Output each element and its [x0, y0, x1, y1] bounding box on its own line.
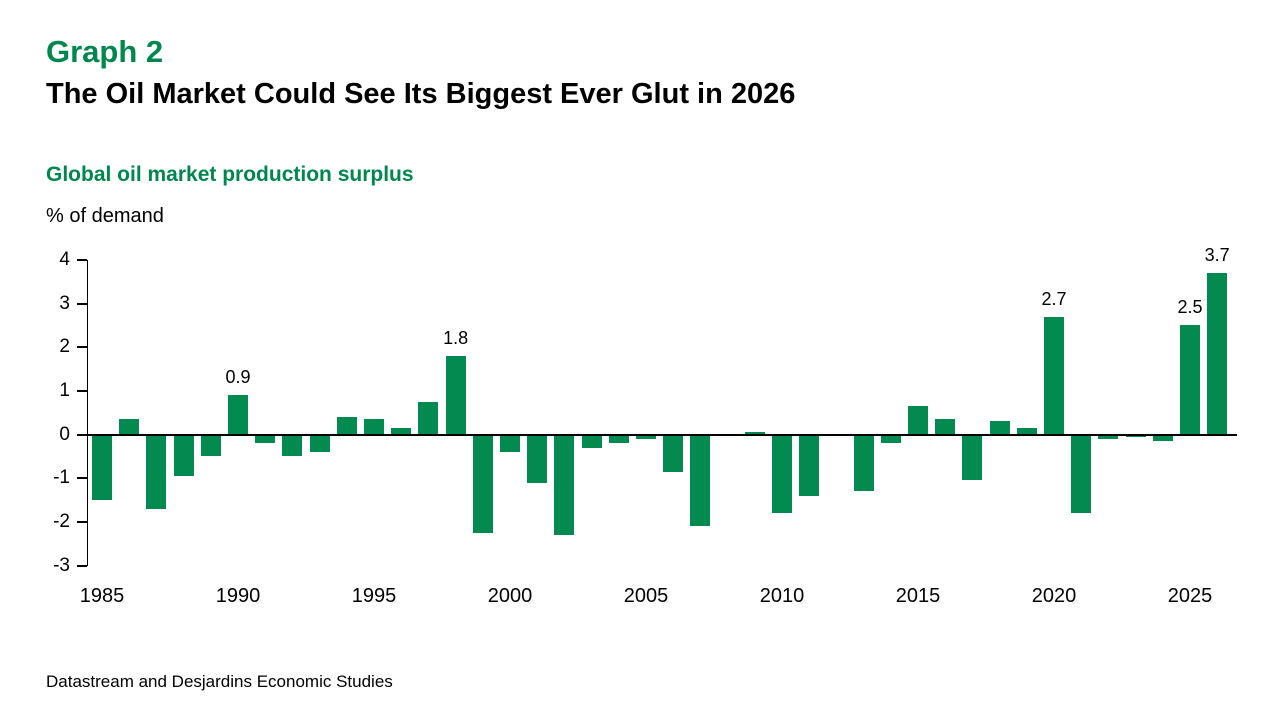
x-tick-label-2025: 2025 — [1167, 584, 1213, 607]
graph-number-label: Graph 2 — [46, 34, 164, 69]
bar-2015 — [908, 406, 928, 435]
y-tick-mark — [76, 520, 87, 523]
y-tick-label: -1 — [53, 467, 70, 489]
bar-1990 — [228, 395, 248, 435]
bar-2016 — [935, 419, 956, 435]
bar-1999 — [472, 434, 493, 533]
y-axis-unit-label: % of demand — [46, 205, 164, 227]
bar-2000 — [500, 434, 520, 453]
bar-2007 — [690, 434, 711, 527]
y-tick-mark — [76, 477, 87, 480]
bar-2021 — [1071, 434, 1092, 514]
y-tick-mark — [76, 389, 87, 392]
data-label-2025: 2.5 — [1177, 297, 1203, 318]
y-tick-mark — [76, 302, 87, 305]
data-label-2026: 3.7 — [1204, 245, 1230, 266]
y-tick-label: 4 — [59, 249, 70, 270]
bar-2013 — [853, 434, 874, 492]
bar-1987 — [146, 434, 167, 509]
x-tick-label-2020: 2020 — [1031, 584, 1077, 607]
bar-1988 — [173, 434, 194, 477]
data-label-2020: 2.7 — [1041, 288, 1067, 309]
x-tick-label-1995: 1995 — [351, 584, 397, 607]
bar-1998 — [445, 356, 466, 435]
bar-2024 — [1152, 434, 1173, 442]
bar-2025 — [1180, 325, 1200, 435]
bar-1985 — [92, 434, 112, 501]
bar-2009 — [744, 432, 765, 435]
bar-2017 — [962, 434, 983, 481]
bar-2010 — [772, 434, 792, 514]
y-tick-mark — [76, 259, 87, 261]
y-tick-label: 0 — [59, 423, 70, 445]
bar-2001 — [527, 434, 548, 483]
source-note: Datastream and Desjardins Economic Studi… — [46, 672, 393, 691]
bar-2006 — [663, 434, 684, 472]
x-tick-label-2000: 2000 — [487, 584, 533, 607]
bar-2003 — [581, 434, 602, 448]
bar-1995 — [364, 419, 384, 435]
bar-2018 — [989, 421, 1010, 435]
bar-1993 — [309, 434, 330, 453]
bar-2011 — [799, 434, 820, 496]
y-tick-mark — [76, 564, 87, 567]
y-tick-label: 2 — [59, 336, 70, 358]
bar-2005 — [636, 434, 656, 439]
data-label-1990: 0.9 — [225, 367, 251, 388]
bar-2020 — [1044, 316, 1064, 435]
y-tick-label: -2 — [53, 510, 70, 532]
chart-heading: Global oil market production surplus — [46, 163, 414, 186]
data-label-1998: 1.8 — [443, 328, 469, 348]
bar-2019 — [1016, 428, 1037, 435]
bar-1992 — [282, 434, 303, 457]
bar-2014 — [880, 434, 901, 444]
page-title: The Oil Market Could See Its Biggest Eve… — [46, 78, 796, 110]
y-tick-label: 3 — [59, 292, 70, 314]
bar-2004 — [608, 434, 629, 444]
x-tick-label-1985: 1985 — [79, 584, 125, 607]
bar-1994 — [336, 417, 357, 435]
y-tick-mark — [76, 433, 87, 436]
x-tick-label-2005: 2005 — [623, 584, 669, 607]
y-tick-label: 1 — [59, 379, 70, 401]
y-axis-line — [86, 260, 88, 566]
y-tick-label: -3 — [53, 554, 70, 576]
bar-1996 — [391, 428, 412, 435]
bar-1991 — [255, 434, 276, 444]
x-tick-label-1990: 1990 — [215, 584, 261, 607]
x-tick-label-2010: 2010 — [759, 584, 805, 607]
bar-2023 — [1125, 434, 1146, 437]
y-tick-mark — [76, 346, 87, 349]
bar-1997 — [418, 401, 439, 435]
bar-2026 — [1207, 273, 1228, 435]
zero-line — [86, 433, 1238, 436]
bar-1989 — [200, 434, 221, 457]
bar-2002 — [554, 434, 575, 535]
bar-2022 — [1098, 434, 1119, 439]
bar-1986 — [119, 419, 140, 435]
x-tick-label-2015: 2015 — [895, 584, 941, 607]
